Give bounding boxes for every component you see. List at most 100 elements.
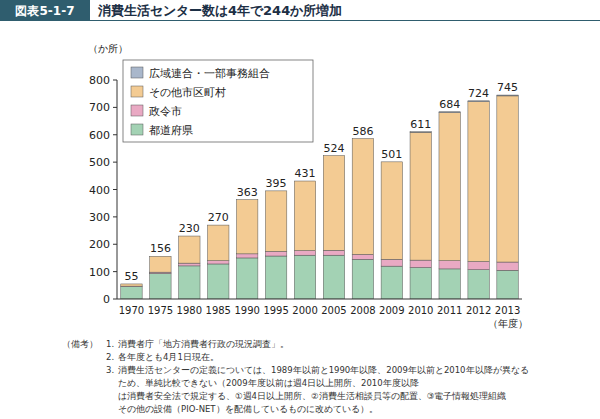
total-label: 270: [208, 211, 229, 224]
bar-segment: [208, 225, 229, 261]
figure-label: 図表5-1-7: [15, 4, 74, 18]
bar-segment: [381, 266, 402, 299]
total-label: 156: [150, 242, 171, 255]
x-axis: [117, 299, 522, 300]
bar-segment: [497, 262, 518, 270]
y-tick-label: 400: [89, 184, 110, 197]
bar-segment: [179, 266, 200, 299]
bar-segment: [497, 96, 518, 262]
total-label: 724: [468, 87, 489, 100]
bar-segment: [439, 111, 460, 113]
y-tick: [113, 189, 117, 190]
bar-segment: [294, 181, 315, 182]
x-tick-label: 2013: [495, 305, 520, 316]
x-axis-label: （年度）: [488, 318, 528, 329]
bar-segment: [468, 100, 489, 102]
bar-segment: [410, 268, 431, 299]
x-tick-label: 2012: [466, 305, 491, 316]
total-label: 395: [266, 177, 287, 190]
legend: 広域連合・一部事務組合その他市区町村政令市都道府県: [123, 60, 313, 142]
x-tick-label: 1980: [177, 305, 202, 316]
bar-segment: [352, 138, 373, 139]
x-tick-label: 1975: [148, 305, 173, 316]
note-line: 各年度とも4月1日現在。: [118, 352, 219, 362]
legend-box: [123, 60, 313, 142]
legend-label: その他市区町村: [149, 86, 226, 99]
legend-swatch: [131, 67, 143, 78]
bar-segment: [236, 258, 257, 299]
notes-label: （備考）: [62, 339, 98, 349]
total-label: 611: [410, 118, 431, 131]
legend-swatch: [131, 124, 143, 135]
bar-segment: [150, 256, 171, 257]
y-tick-label: 100: [89, 266, 110, 279]
title-rule: [0, 20, 600, 21]
bar-segment: [439, 113, 460, 261]
bar-segment: [468, 270, 489, 299]
bar-segment: [236, 199, 257, 200]
y-tick: [113, 80, 117, 81]
bar-segment: [352, 254, 373, 259]
bar-segment: [208, 264, 229, 299]
y-tick: [113, 162, 117, 163]
y-tick-label: 200: [89, 238, 110, 251]
x-tick-label: 1985: [206, 305, 231, 316]
total-label: 230: [179, 222, 200, 235]
bar-segment: [410, 260, 431, 267]
bar-segment: [439, 269, 460, 299]
bar-segment: [179, 236, 200, 263]
title: 消費生活センター数は4年で244か所増加: [97, 3, 342, 18]
x-tick-label: 2008: [350, 305, 375, 316]
y-tick: [113, 271, 117, 272]
bar-segment: [294, 181, 315, 251]
bar-segment: [150, 256, 171, 272]
total-label: 431: [295, 167, 316, 180]
legend-label: 政令市: [149, 105, 182, 118]
y-tick-label: 0: [103, 293, 110, 306]
y-axis-label: （か所）: [88, 43, 128, 54]
note-number: 1.: [106, 339, 114, 349]
y-tick: [113, 299, 117, 300]
bar-segment: [323, 156, 344, 251]
x-tick-label: 2009: [379, 305, 404, 316]
bar-segment: [150, 274, 171, 299]
total-label: 55: [124, 270, 138, 283]
bar-segment: [468, 102, 489, 262]
x-tick-label: 1970: [119, 305, 144, 316]
x-tick-label: 1990: [234, 305, 259, 316]
chart-root: 図表5-1-7消費生活センター数は4年で244か所増加（か所）010020030…: [0, 0, 600, 419]
bar-segment: [352, 259, 373, 299]
note-number: 2.: [106, 352, 114, 362]
note-line: その他の設備（PIO-NET）を配備しているものに改めている）。: [118, 404, 378, 414]
legend-swatch: [131, 105, 143, 116]
note-line: は消費者安全法で規定する、①週4日以上開所、②消費生活相談員等の配置、③電子情報…: [118, 391, 506, 401]
note-line: ため、単純比較できない（2009年度以前は週4日以上開所、2010年度以降: [118, 378, 419, 388]
figure-label-box: [0, 0, 90, 20]
bar-segment: [294, 255, 315, 299]
bar-segment: [352, 139, 373, 255]
x-tick-label: 2010: [408, 305, 433, 316]
bar-segment: [121, 284, 142, 286]
y-tick-label: 500: [89, 156, 110, 169]
legend-label: 都道府県: [149, 124, 193, 137]
bar-segment: [381, 162, 402, 259]
bar-segment: [439, 261, 460, 269]
bar-segment: [381, 161, 402, 162]
y-tick: [113, 107, 117, 108]
y-tick-label: 600: [89, 129, 110, 142]
y-tick: [113, 244, 117, 245]
bar-segment: [179, 236, 200, 237]
legend-swatch: [131, 86, 143, 97]
x-tick-label: 1995: [263, 305, 288, 316]
bar-segment: [121, 287, 142, 299]
bar-segment: [208, 261, 229, 264]
x-tick-label: 2005: [321, 305, 346, 316]
bar-segment: [497, 95, 518, 97]
note-line: 消費生活センターの定義については、1989年以前と1990年以降、2009年以前…: [118, 365, 529, 375]
total-label: 586: [352, 125, 373, 138]
y-axis: [117, 80, 118, 299]
bar-segment: [410, 131, 431, 133]
bars: [121, 95, 518, 299]
total-label: 684: [439, 98, 460, 111]
x-tick-label: 2000: [292, 305, 317, 316]
